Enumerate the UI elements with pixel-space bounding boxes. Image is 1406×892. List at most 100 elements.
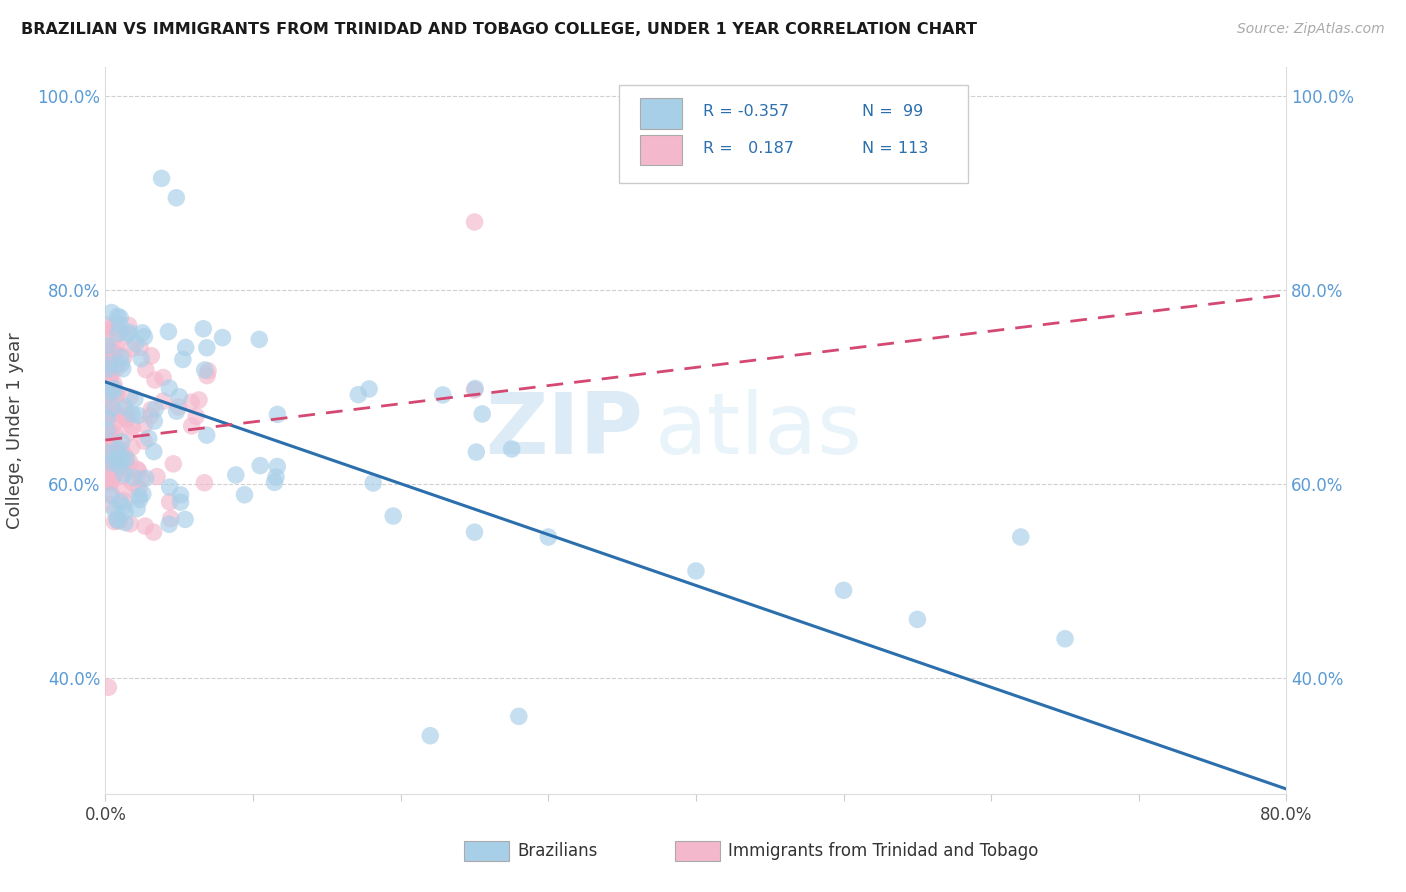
- Polygon shape: [619, 85, 967, 183]
- Point: [131, 326, 153, 340]
- Point: [96, 429, 118, 443]
- Point: [98, 368, 121, 383]
- Point: [107, 326, 129, 341]
- Point: [97, 405, 120, 419]
- Point: [105, 445, 128, 459]
- Point: [97, 362, 120, 376]
- Y-axis label: College, Under 1 year: College, Under 1 year: [6, 332, 24, 529]
- Text: Brazilians: Brazilians: [517, 842, 598, 860]
- Point: [97, 473, 120, 487]
- Point: [249, 458, 271, 473]
- Text: BRAZILIAN VS IMMIGRANTS FROM TRINIDAD AND TOBAGO COLLEGE, UNDER 1 YEAR CORRELATI: BRAZILIAN VS IMMIGRANTS FROM TRINIDAD AN…: [21, 22, 977, 37]
- Point: [100, 305, 122, 319]
- Point: [97, 384, 120, 399]
- Point: [142, 444, 165, 458]
- Point: [114, 504, 136, 518]
- Point: [114, 449, 136, 463]
- Point: [97, 445, 120, 459]
- Text: N =  99: N = 99: [862, 104, 924, 120]
- Point: [110, 462, 132, 476]
- Text: R = -0.357: R = -0.357: [703, 104, 789, 120]
- Point: [100, 321, 122, 335]
- Point: [180, 418, 202, 433]
- Point: [382, 509, 405, 524]
- Point: [107, 513, 129, 527]
- Point: [108, 413, 131, 427]
- Point: [128, 492, 150, 507]
- Point: [122, 470, 145, 484]
- Point: [110, 357, 132, 371]
- Point: [97, 346, 120, 360]
- Point: [132, 487, 155, 501]
- Point: [359, 382, 381, 396]
- Point: [114, 455, 136, 469]
- Point: [139, 409, 162, 423]
- Point: [465, 445, 488, 459]
- Point: [225, 467, 247, 482]
- Point: [105, 513, 128, 527]
- Point: [464, 525, 486, 540]
- Point: [501, 442, 523, 456]
- Point: [104, 341, 127, 355]
- Point: [112, 500, 135, 514]
- Point: [110, 310, 132, 325]
- Point: [103, 503, 125, 517]
- Point: [111, 450, 134, 464]
- Point: [197, 364, 219, 378]
- Point: [112, 469, 135, 483]
- Point: [104, 388, 127, 402]
- Point: [118, 408, 141, 422]
- Point: [98, 374, 121, 388]
- Point: [112, 350, 135, 364]
- Point: [96, 474, 118, 488]
- Point: [104, 452, 127, 467]
- Point: [96, 423, 118, 437]
- Text: ZIP: ZIP: [485, 389, 643, 472]
- Point: [104, 318, 127, 332]
- Point: [124, 336, 146, 351]
- Point: [98, 354, 121, 368]
- Point: [97, 401, 120, 416]
- Point: [361, 475, 384, 490]
- Point: [1054, 632, 1077, 646]
- Point: [96, 445, 118, 459]
- Point: [152, 394, 174, 409]
- Point: [127, 462, 149, 476]
- Point: [264, 470, 287, 484]
- Point: [96, 339, 118, 353]
- Point: [167, 400, 190, 414]
- Point: [100, 433, 122, 447]
- Point: [195, 341, 218, 355]
- Point: [110, 350, 132, 364]
- Point: [107, 514, 129, 528]
- Point: [537, 530, 560, 544]
- Point: [101, 471, 124, 485]
- Point: [98, 425, 121, 440]
- Point: [464, 383, 486, 397]
- Point: [131, 351, 153, 366]
- Point: [186, 409, 208, 424]
- Point: [97, 368, 120, 383]
- Point: [193, 475, 215, 490]
- Point: [138, 431, 160, 445]
- Point: [105, 387, 128, 401]
- Point: [108, 318, 131, 332]
- Point: [100, 475, 122, 489]
- Point: [105, 512, 128, 526]
- Point: [127, 409, 149, 423]
- Bar: [641, 98, 682, 128]
- Point: [105, 358, 128, 372]
- Point: [105, 361, 128, 376]
- Point: [159, 511, 181, 525]
- Point: [146, 469, 169, 483]
- Point: [105, 445, 128, 459]
- Point: [188, 392, 211, 407]
- Point: [157, 517, 180, 532]
- Point: [96, 344, 118, 359]
- Text: Immigrants from Trinidad and Tobago: Immigrants from Trinidad and Tobago: [728, 842, 1039, 860]
- Point: [180, 395, 202, 409]
- Point: [120, 342, 142, 356]
- Point: [98, 475, 121, 490]
- Point: [141, 349, 163, 363]
- Point: [141, 402, 163, 417]
